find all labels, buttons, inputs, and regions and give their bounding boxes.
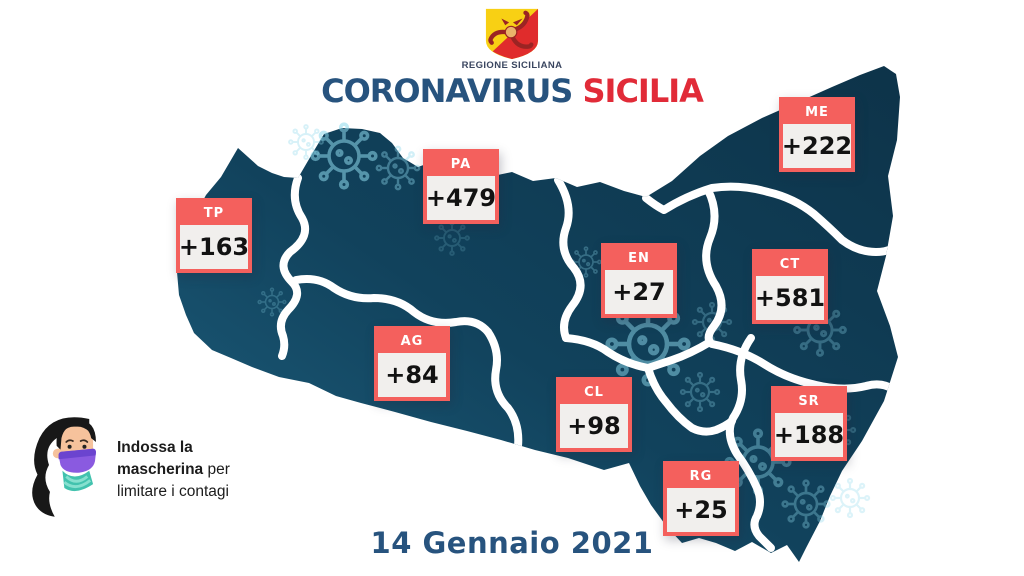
virus-icon [288,124,324,160]
province-card-rg: RG +25 [663,461,739,536]
province-value: +222 [782,124,852,168]
province-card-en: EN +27 [601,243,677,318]
province-code: EN [628,251,650,266]
province-value: +98 [560,404,628,448]
province-card-ag: AG +84 [374,326,450,401]
regione-siciliana-logo [485,8,539,60]
title-coronavirus: CORONAVIRUS [321,72,573,110]
mask-advice-regular: per limitare i contagi [117,461,230,500]
province-value: +27 [605,270,673,314]
province-code: ME [805,105,829,120]
province-card-cl: CL +98 [556,377,632,452]
report-date: 14 Gennaio 2021 [370,526,654,560]
province-code: SR [798,394,820,409]
province-code: PA [450,157,472,172]
page-title: CORONAVIRUS SICILIA [0,72,1024,110]
province-card-tp: TP +163 [176,198,252,273]
province-value: +188 [774,413,844,457]
mask-person-illustration [32,417,96,517]
province-code: CL [584,385,604,400]
province-code: AG [400,334,424,349]
province-value: +25 [667,488,735,532]
province-card-sr: SR +188 [771,386,847,461]
trinacria-icon [488,10,534,49]
mask-advice-bold: Indossa la mascherina [117,439,204,478]
province-code: TP [203,206,225,221]
province-value: +84 [378,353,446,397]
province-code: RG [689,469,713,484]
province-value: +479 [426,176,496,220]
province-card-me: ME +222 [779,97,855,172]
logo-caption: REGIONE SICILIANA [461,60,563,71]
province-code: CT [779,257,801,272]
province-card-pa: PA +479 [423,149,499,224]
province-card-ct: CT +581 [752,249,828,324]
mask-advice-note: Indossa la mascherina per limitare i con… [117,437,275,503]
virus-icon [829,477,871,519]
province-value: +163 [179,225,249,269]
province-value: +581 [755,276,825,320]
title-sicilia: SICILIA [582,72,703,110]
province-borders [276,174,897,552]
